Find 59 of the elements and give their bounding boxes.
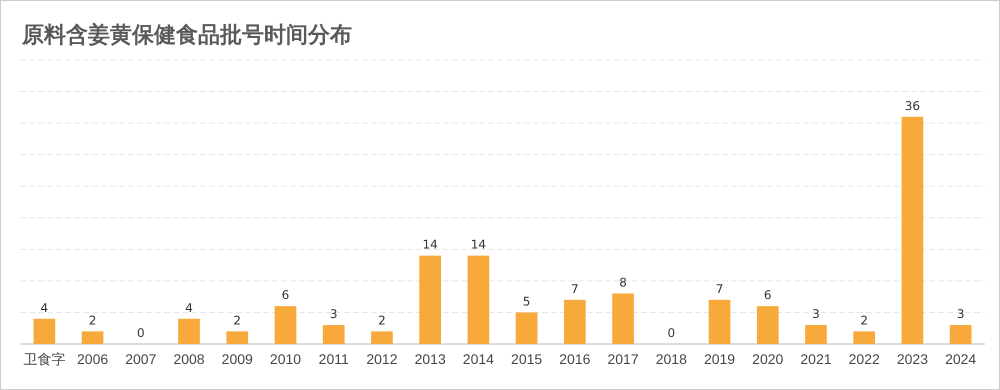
bar bbox=[371, 331, 393, 344]
data-label: 6 bbox=[764, 288, 772, 302]
data-label: 8 bbox=[619, 276, 627, 290]
x-tick-label: 2013 bbox=[414, 350, 446, 367]
data-label: 2 bbox=[233, 313, 242, 328]
x-tick-label: 2008 bbox=[173, 350, 205, 367]
bar bbox=[805, 325, 827, 344]
data-label: 2 bbox=[88, 313, 96, 328]
data-label: 14 bbox=[422, 238, 438, 252]
x-tick-label: 2019 bbox=[704, 350, 736, 367]
data-label: 7 bbox=[716, 282, 724, 296]
data-label: 2 bbox=[378, 313, 386, 328]
bar bbox=[82, 331, 104, 344]
bar bbox=[34, 318, 56, 344]
x-tick-label: 2017 bbox=[607, 350, 639, 367]
data-label: 5 bbox=[522, 294, 530, 308]
bar bbox=[516, 312, 538, 344]
data-label: 4 bbox=[185, 300, 193, 315]
data-label: 7 bbox=[571, 282, 579, 296]
x-tick-label: 2018 bbox=[656, 350, 688, 367]
data-label: 3 bbox=[330, 307, 338, 322]
x-tick-label: 2022 bbox=[848, 350, 880, 367]
bar bbox=[419, 256, 442, 344]
bar bbox=[564, 300, 586, 344]
data-label: 0 bbox=[136, 326, 145, 340]
x-tick-label: 2020 bbox=[752, 350, 784, 367]
data-label: 4 bbox=[40, 300, 48, 315]
data-label: 14 bbox=[470, 238, 486, 252]
x-tick-label: 2010 bbox=[270, 350, 302, 367]
x-tick-label: 2015 bbox=[511, 350, 542, 367]
x-tick-label: 2023 bbox=[896, 350, 928, 367]
bar bbox=[853, 331, 876, 344]
bar bbox=[950, 325, 972, 344]
chart-title: 原料含姜黄保健食品批号时间分布 bbox=[21, 22, 352, 48]
x-tick-label: 2007 bbox=[125, 350, 157, 367]
x-tick-label: 2016 bbox=[559, 350, 591, 367]
x-tick-label: 2009 bbox=[222, 350, 254, 367]
bar bbox=[322, 325, 345, 344]
data-label: 3 bbox=[956, 307, 964, 322]
data-label: 0 bbox=[667, 326, 676, 340]
bar bbox=[756, 306, 779, 344]
bar bbox=[226, 331, 248, 344]
bar bbox=[274, 306, 296, 344]
x-tick-label: 2011 bbox=[318, 350, 349, 367]
x-tick-label: 2012 bbox=[366, 350, 398, 367]
bar bbox=[178, 318, 200, 344]
x-tick-label: 2024 bbox=[945, 350, 976, 367]
bar bbox=[902, 116, 924, 344]
x-tick-label: 2006 bbox=[77, 350, 108, 367]
bar bbox=[708, 300, 730, 344]
x-tick-label: 2014 bbox=[462, 350, 494, 367]
data-label: 6 bbox=[282, 288, 290, 302]
data-label: 2 bbox=[860, 313, 868, 328]
x-tick-label: 卫食字 bbox=[23, 350, 66, 367]
data-label: 3 bbox=[812, 307, 820, 322]
bar bbox=[612, 294, 634, 344]
data-label: 36 bbox=[904, 98, 920, 113]
x-tick-label: 2021 bbox=[800, 350, 832, 367]
bar bbox=[468, 256, 490, 344]
